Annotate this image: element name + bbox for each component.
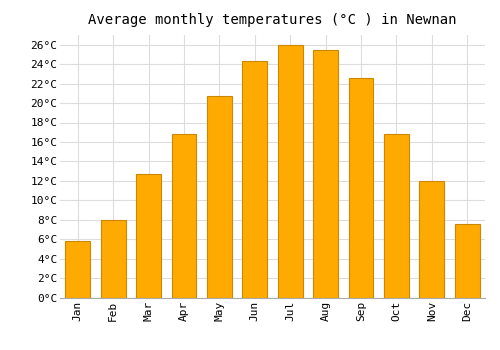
Bar <box>348 78 374 298</box>
Bar <box>207 96 232 298</box>
Title: Average monthly temperatures (°C ) in Newnan: Average monthly temperatures (°C ) in Ne… <box>88 13 457 27</box>
Bar <box>172 134 196 298</box>
Bar <box>455 224 479 298</box>
Bar <box>420 181 444 298</box>
Bar <box>100 220 126 298</box>
Bar <box>278 45 302 298</box>
Bar <box>242 61 267 298</box>
Bar <box>384 134 409 298</box>
Bar <box>66 241 90 298</box>
Bar <box>313 50 338 298</box>
Bar <box>136 174 161 298</box>
